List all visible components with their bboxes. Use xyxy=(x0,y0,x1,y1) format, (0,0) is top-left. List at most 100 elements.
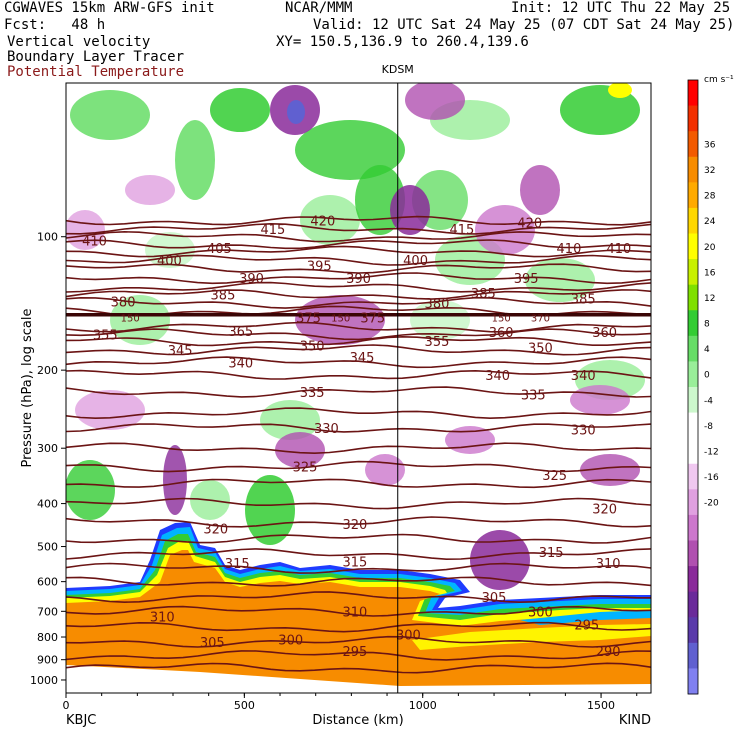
y-tick-label: 200 xyxy=(37,364,58,377)
colorbar-swatch xyxy=(688,259,698,286)
contour-label: 330 xyxy=(571,423,596,438)
contour-label: 410 xyxy=(557,242,582,257)
colorbar-tick-label: 28 xyxy=(704,192,716,202)
contour-label: 300 xyxy=(278,633,303,648)
colorbar-tick-label: -8 xyxy=(704,422,713,432)
colorbar-swatch xyxy=(688,182,698,209)
theta-contour-line xyxy=(66,478,651,489)
potential-temperature-contours xyxy=(66,215,651,674)
colorbar-swatch xyxy=(688,284,698,311)
contour-label: 300 xyxy=(528,605,553,620)
contour-label: 395 xyxy=(307,259,332,274)
y-tick-label: 300 xyxy=(37,442,58,455)
contour-label: 360 xyxy=(489,326,514,341)
theta-contour-line xyxy=(66,548,651,561)
contour-label: 335 xyxy=(300,386,325,401)
contour-label: 375 xyxy=(360,311,385,326)
theta-contour-line xyxy=(66,516,651,528)
header-field-vertical-velocity: Vertical velocity xyxy=(7,34,151,50)
contour-label: 345 xyxy=(168,344,193,359)
contour-label: 410 xyxy=(606,242,631,257)
theta-contour-line xyxy=(66,245,651,258)
colorbar-tick-label: -4 xyxy=(704,396,713,406)
station-left-label: KBJC xyxy=(66,713,96,728)
y-axis: 100 200 300 400 500 600 700 800 900 1000 xyxy=(30,231,66,687)
station-right-label: KIND xyxy=(619,713,651,728)
theta-contour-line xyxy=(66,497,651,510)
theta-contour-line xyxy=(66,254,651,266)
theta-contour-line xyxy=(66,423,651,433)
contour-label: 300 xyxy=(396,629,421,644)
theta-contour-line xyxy=(66,591,651,604)
theta-contour-line xyxy=(66,386,651,398)
y-tick-label: 100 xyxy=(37,231,58,244)
theta-contour-line xyxy=(66,263,651,274)
colorbar-swatch xyxy=(688,233,698,260)
colorbar: 36 32 28 24 20 16 12 8 4 0 -4 -8 -12 -16 -20 xyxy=(687,79,719,695)
theta-contour-line xyxy=(66,272,651,285)
colorbar-tick-label: 32 xyxy=(704,166,715,176)
contour-label: 375 xyxy=(296,311,321,326)
x-tick-label: 1000 xyxy=(409,699,437,712)
theta-contour-line xyxy=(66,222,651,235)
contour-label: 315 xyxy=(539,546,564,561)
x-tick-label: 0 xyxy=(63,699,70,712)
theta-contour-line xyxy=(66,215,651,226)
colorbar-tick-label: 4 xyxy=(704,345,710,355)
contour-label: 335 xyxy=(521,389,546,404)
contour-label: 360 xyxy=(592,326,617,341)
header-institution: NCAR/MMM xyxy=(285,0,353,16)
contour-label: 420 xyxy=(517,217,542,232)
contour-label: 415 xyxy=(260,223,285,238)
colorbar-frame xyxy=(687,79,699,695)
theta-contour-line xyxy=(66,650,651,661)
header-valid-time: Valid: 12 UTC Sat 24 May 25 (07 CDT Sat … xyxy=(313,17,735,33)
theta-contour-line xyxy=(66,442,651,455)
theta-contour-line xyxy=(66,335,651,347)
contour-label: 320 xyxy=(343,518,368,533)
contour-label: 315 xyxy=(343,555,368,570)
colorbar-swatch xyxy=(688,566,698,593)
inline-label: 150 xyxy=(331,313,350,324)
contour-label: 345 xyxy=(350,351,375,366)
x-tick-label: 1500 xyxy=(587,699,615,712)
colorbar-swatch xyxy=(688,591,698,618)
contour-label: 340 xyxy=(228,356,253,371)
theta-contour-line xyxy=(66,289,651,300)
contour-label: 295 xyxy=(343,645,368,660)
contour-label: 325 xyxy=(293,461,318,476)
contour-label: 305 xyxy=(482,591,507,606)
header-model: CGWAVES 15km ARW-GFS init xyxy=(4,0,215,16)
contour-label: 410 xyxy=(82,235,107,250)
contour-label: 380 xyxy=(425,297,450,312)
contour-label: 385 xyxy=(211,288,236,303)
colorbar-tick-label: 20 xyxy=(704,243,716,253)
contour-label: 320 xyxy=(592,502,617,517)
contour-label: 415 xyxy=(450,223,475,238)
theta-contour-line xyxy=(66,344,651,356)
theta-contour-line xyxy=(66,460,651,473)
y-tick-label: 500 xyxy=(37,541,58,554)
contour-label: 325 xyxy=(542,469,567,484)
colorbar-tick-label: 36 xyxy=(704,140,716,150)
contour-label: 400 xyxy=(403,254,428,269)
y-tick-label: 900 xyxy=(37,654,58,667)
header-forecast-hour: Fcst: 48 h xyxy=(4,17,106,33)
colorbar-swatch xyxy=(688,489,698,516)
contour-label: 395 xyxy=(514,272,539,287)
contour-label: 380 xyxy=(111,295,136,310)
theta-contour-line xyxy=(66,230,651,243)
contour-label: 310 xyxy=(596,557,621,572)
colorbar-tick-label: 24 xyxy=(704,217,716,227)
x-axis: 0 500 1000 1500 xyxy=(63,693,638,712)
colorbar-tick-label: 16 xyxy=(704,268,716,278)
theta-contour-line xyxy=(66,533,651,544)
theta-contour-line xyxy=(66,407,651,420)
colorbar-swatch xyxy=(688,514,698,541)
y-tick-label: 600 xyxy=(37,576,58,589)
contour-label: 350 xyxy=(528,342,553,357)
colorbar-tick-label: -12 xyxy=(704,447,719,457)
colorbar-swatch xyxy=(688,463,698,490)
contour-label: 330 xyxy=(314,422,339,437)
